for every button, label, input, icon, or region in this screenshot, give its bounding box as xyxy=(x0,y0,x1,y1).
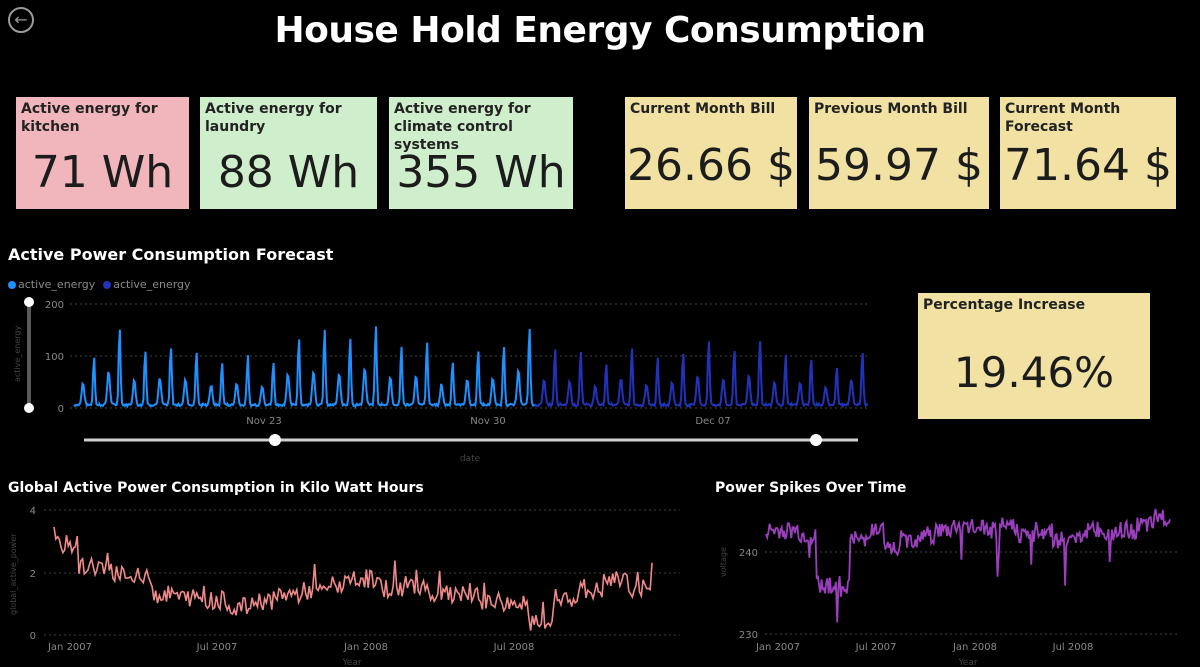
kpi-value: 26.66 $ xyxy=(627,140,795,191)
legend-label: active_energy xyxy=(113,278,191,291)
kpi-card-previous-bill: Previous Month Bill 59.97 $ xyxy=(809,97,989,209)
kpi-label: Percentage Increase xyxy=(923,297,1086,313)
kpi-value: 19.46% xyxy=(953,348,1115,397)
y-tick-label: 0 xyxy=(30,631,36,642)
kpi-value: 355 Wh xyxy=(396,147,566,198)
legend-item-forecast[interactable]: active_energy xyxy=(103,278,191,291)
x-tick-label: Jul 2007 xyxy=(196,642,238,653)
kpi-value: 71.64 $ xyxy=(1004,140,1172,191)
x-range-slider-handle-left[interactable] xyxy=(269,434,281,446)
x-tick-label: Jul 2008 xyxy=(1052,642,1094,653)
kpi-label: Active energy for kitchen xyxy=(21,101,158,135)
kpi-label: Previous Month Bill xyxy=(814,101,968,117)
forecast-chart-title: Active Power Consumption Forecast xyxy=(8,245,334,264)
kpi-label: Active energy for laundry xyxy=(205,101,342,135)
x-tick-label: Jan 2007 xyxy=(47,642,92,653)
kpi-card-percentage-increase: Percentage Increase 19.46% xyxy=(918,293,1150,419)
x-tick-label: Nov 23 xyxy=(246,416,281,427)
y-tick-label: 230 xyxy=(739,630,758,641)
legend-item-actual[interactable]: active_energy xyxy=(8,278,95,291)
x-axis-label: Year xyxy=(341,658,361,667)
global-power-line xyxy=(53,526,653,631)
actual-energy-line xyxy=(73,326,536,410)
kpi-label: Active energy for climate control system… xyxy=(394,101,531,153)
kpi-label: Current Month Bill xyxy=(630,101,776,117)
y-tick-label: 240 xyxy=(739,548,758,559)
kpi-card-climate: Active energy for climate control system… xyxy=(389,97,573,209)
x-axis-label: Year xyxy=(957,658,977,667)
arrow-left-icon: ← xyxy=(14,10,28,29)
global-power-chart: global_active_power 4 2 0 Jan 2007 Jul 2… xyxy=(9,506,680,667)
kpi-card-current-bill: Current Month Bill 26.66 $ xyxy=(625,97,797,209)
spikes-chart-title: Power Spikes Over Time xyxy=(715,480,907,496)
x-tick-label: Jul 2008 xyxy=(493,642,535,653)
kpi-value: 71 Wh xyxy=(31,147,174,198)
legend-dot-icon xyxy=(103,280,112,289)
y-range-slider-handle-bottom[interactable] xyxy=(24,403,34,413)
y-tick-label: 100 xyxy=(45,352,64,363)
voltage-line xyxy=(765,508,1171,623)
forecast-chart: active_energy 200 100 0 Nov 23 Nov 30 De… xyxy=(13,297,870,464)
kpi-card-laundry: Active energy for laundry 88 Wh xyxy=(200,97,377,209)
x-tick-label: Jul 2007 xyxy=(855,642,897,653)
forecast-energy-line xyxy=(534,341,869,409)
global-chart-title: Global Active Power Consumption in Kilo … xyxy=(8,480,424,496)
x-range-slider-handle-right[interactable] xyxy=(810,434,822,446)
page-title: House Hold Energy Consumption xyxy=(274,10,926,51)
kpi-card-forecast-bill: Current Month Forecast 71.64 $ xyxy=(1000,97,1176,209)
y-axis-label: active_energy xyxy=(13,326,22,382)
x-tick-label: Jan 2008 xyxy=(952,642,997,653)
x-tick-label: Nov 30 xyxy=(470,416,505,427)
kpi-value: 88 Wh xyxy=(217,147,360,198)
y-range-slider-handle-top[interactable] xyxy=(24,297,34,307)
x-tick-label: Jan 2007 xyxy=(755,642,800,653)
back-button[interactable]: ← xyxy=(8,7,34,33)
x-tick-label: Jan 2008 xyxy=(343,642,388,653)
x-axis-label: date xyxy=(460,454,481,464)
forecast-legend: active_energy active_energy xyxy=(8,278,191,291)
y-tick-label: 2 xyxy=(30,569,36,580)
kpi-label: Current Month Forecast xyxy=(1005,101,1121,135)
legend-dot-icon xyxy=(8,280,16,289)
y-tick-label: 4 xyxy=(30,506,36,517)
y-tick-label: 200 xyxy=(45,300,64,311)
y-axis-label: voltage xyxy=(719,547,728,577)
forecast-series xyxy=(73,326,869,410)
x-tick-label: Dec 07 xyxy=(695,416,730,427)
kpi-value: 59.97 $ xyxy=(815,140,983,191)
kpi-card-kitchen: Active energy for kitchen 71 Wh xyxy=(16,97,189,209)
legend-label: active_energy xyxy=(18,278,96,291)
power-spikes-chart: voltage 240 230 Jan 2007 Jul 2007 Jan 20… xyxy=(719,508,1180,667)
y-axis-label: global_active_power xyxy=(9,533,18,615)
y-tick-label: 0 xyxy=(58,404,64,415)
